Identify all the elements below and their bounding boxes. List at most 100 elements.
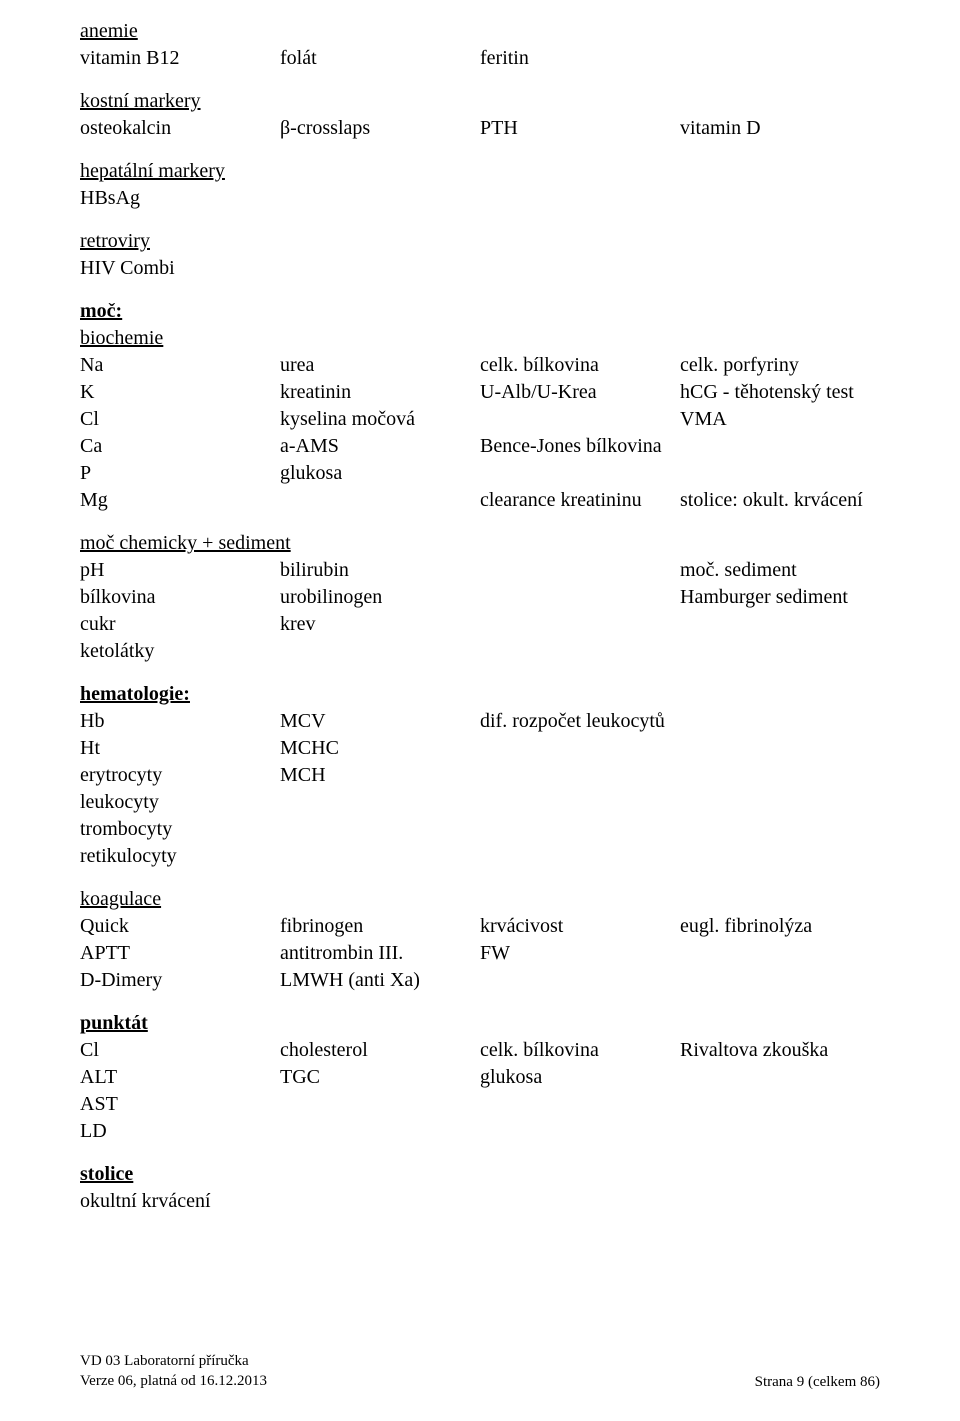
table-row: pH bilirubin moč. sediment — [80, 557, 880, 584]
cell — [680, 433, 880, 460]
cell: Hamburger sediment — [680, 584, 880, 611]
cell — [680, 460, 880, 487]
table-row: Cl cholesterol celk. bílkovina Rivaltova… — [80, 1037, 880, 1064]
heading-stolice: stolice — [80, 1161, 880, 1188]
footer-title: VD 03 Laboratorní příručka — [80, 1352, 267, 1372]
table-row: P glukosa — [80, 460, 880, 487]
table-row: ketolátky — [80, 638, 880, 665]
heading-anemie: anemie — [80, 18, 880, 45]
cell: Cl — [80, 406, 280, 433]
table-row: K kreatinin U-Alb/U-Krea hCG - těhotensk… — [80, 379, 880, 406]
cell: fibrinogen — [280, 913, 480, 940]
cell: antitrombin III. — [280, 940, 480, 967]
table-row: Mg clearance kreatininu stolice: okult. … — [80, 487, 880, 514]
heading-moc-chem: moč chemicky + sediment — [80, 530, 880, 557]
cell: LD — [80, 1118, 280, 1145]
heading-hepatalni: hepatální markery — [80, 158, 880, 185]
cell: Ht — [80, 735, 280, 762]
cell: celk. porfyriny — [680, 352, 880, 379]
cell: HIV Combi — [80, 255, 280, 282]
table-row: trombocyty — [80, 816, 880, 843]
table-row: osteokalcin β-crosslaps PTH vitamin D — [80, 115, 880, 142]
cell: K — [80, 379, 280, 406]
cell: glukosa — [280, 460, 480, 487]
cell: kyselina močová — [280, 406, 480, 433]
heading-koagulace: koagulace — [80, 886, 880, 913]
cell: erytrocyty — [80, 762, 280, 789]
cell: urobilinogen — [280, 584, 480, 611]
table-row: LD — [80, 1118, 880, 1145]
cell: Na — [80, 352, 280, 379]
cell — [680, 45, 880, 72]
cell: TGC — [280, 1064, 480, 1091]
cell — [480, 460, 680, 487]
table-row: HBsAg — [80, 185, 880, 212]
cell: cholesterol — [280, 1037, 480, 1064]
table-row: bílkovina urobilinogen Hamburger sedimen… — [80, 584, 880, 611]
cell: U-Alb/U-Krea — [480, 379, 680, 406]
cell: celk. bílkovina — [480, 352, 680, 379]
table-row: Hb MCV dif. rozpočet leukocytů — [80, 708, 880, 735]
cell: stolice: okult. krvácení — [680, 487, 880, 514]
table-row: erytrocyty MCH — [80, 762, 880, 789]
cell: D-Dimery — [80, 967, 280, 994]
cell: dif. rozpočet leukocytů — [480, 708, 680, 735]
cell — [480, 557, 680, 584]
table-row: vitamin B12 folát feritin — [80, 45, 880, 72]
cell: P — [80, 460, 280, 487]
cell: urea — [280, 352, 480, 379]
cell: osteokalcin — [80, 115, 280, 142]
heading-moc: moč: — [80, 298, 880, 325]
table-row: leukocyty — [80, 789, 880, 816]
cell: Bence-Jones bílkovina — [480, 433, 680, 460]
footer-page-number: Strana 9 (celkem 86) — [755, 1374, 880, 1391]
cell: vitamin B12 — [80, 45, 280, 72]
cell: ALT — [80, 1064, 280, 1091]
cell: vitamin D — [680, 115, 880, 142]
table-row: Cl kyselina močová VMA — [80, 406, 880, 433]
cell: FW — [480, 940, 680, 967]
cell: LMWH (anti Xa) — [280, 967, 480, 994]
cell: krvácivost — [480, 913, 680, 940]
document-page: anemie vitamin B12 folát feritin kostní … — [0, 0, 960, 1421]
heading-retroviry: retroviry — [80, 228, 880, 255]
cell: clearance kreatininu — [480, 487, 680, 514]
cell: β-crosslaps — [280, 115, 480, 142]
cell: feritin — [480, 45, 680, 72]
cell: moč. sediment — [680, 557, 880, 584]
table-row: D-Dimery LMWH (anti Xa) — [80, 967, 880, 994]
cell: AST — [80, 1091, 280, 1118]
cell: HBsAg — [80, 185, 280, 212]
cell: Quick — [80, 913, 280, 940]
table-row: Ht MCHC — [80, 735, 880, 762]
page-footer: VD 03 Laboratorní příručka Verze 06, pla… — [80, 1352, 880, 1391]
table-row: cukr krev — [80, 611, 880, 638]
cell: folát — [280, 45, 480, 72]
cell: Rivaltova zkouška — [680, 1037, 880, 1064]
cell: celk. bílkovina — [480, 1037, 680, 1064]
table-row: HIV Combi — [80, 255, 880, 282]
cell: pH — [80, 557, 280, 584]
cell: Ca — [80, 433, 280, 460]
cell: glukosa — [480, 1064, 680, 1091]
cell: MCHC — [280, 735, 480, 762]
cell: MCH — [280, 762, 480, 789]
cell: cukr — [80, 611, 280, 638]
cell: leukocyty — [80, 789, 280, 816]
cell: Hb — [80, 708, 280, 735]
heading-punktat: punktát — [80, 1010, 880, 1037]
table-row: okultní krvácení — [80, 1188, 880, 1215]
cell: a-AMS — [280, 433, 480, 460]
cell: krev — [280, 611, 480, 638]
cell: eugl. fibrinolýza — [680, 913, 880, 940]
cell: APTT — [80, 940, 280, 967]
cell: hCG - těhotenský test — [680, 379, 880, 406]
table-row: Ca a-AMS Bence-Jones bílkovina — [80, 433, 880, 460]
footer-version: Verze 06, platná od 16.12.2013 — [80, 1372, 267, 1392]
cell: trombocyty — [80, 816, 280, 843]
cell: Mg — [80, 487, 280, 514]
table-row: AST — [80, 1091, 880, 1118]
heading-kostni: kostní markery — [80, 88, 880, 115]
footer-left: VD 03 Laboratorní příručka Verze 06, pla… — [80, 1352, 267, 1391]
heading-hematologie: hematologie: — [80, 681, 880, 708]
